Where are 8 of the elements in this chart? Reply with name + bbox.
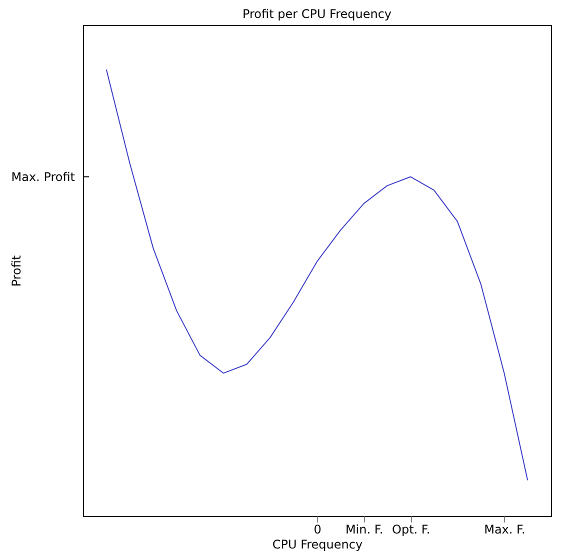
chart-title: Profit per CPU Frequency <box>242 7 392 21</box>
y-axis-title: Profit <box>10 255 24 287</box>
x-tick-label: 0 <box>314 522 322 536</box>
text: Max. Profit <box>11 170 76 184</box>
x-tick-label: Max. F. <box>484 522 526 536</box>
x-tick-label: Opt. F. <box>392 522 430 536</box>
x-axis-title: CPU Frequency <box>272 538 363 552</box>
x-tick-label: Min. F. <box>345 522 384 536</box>
